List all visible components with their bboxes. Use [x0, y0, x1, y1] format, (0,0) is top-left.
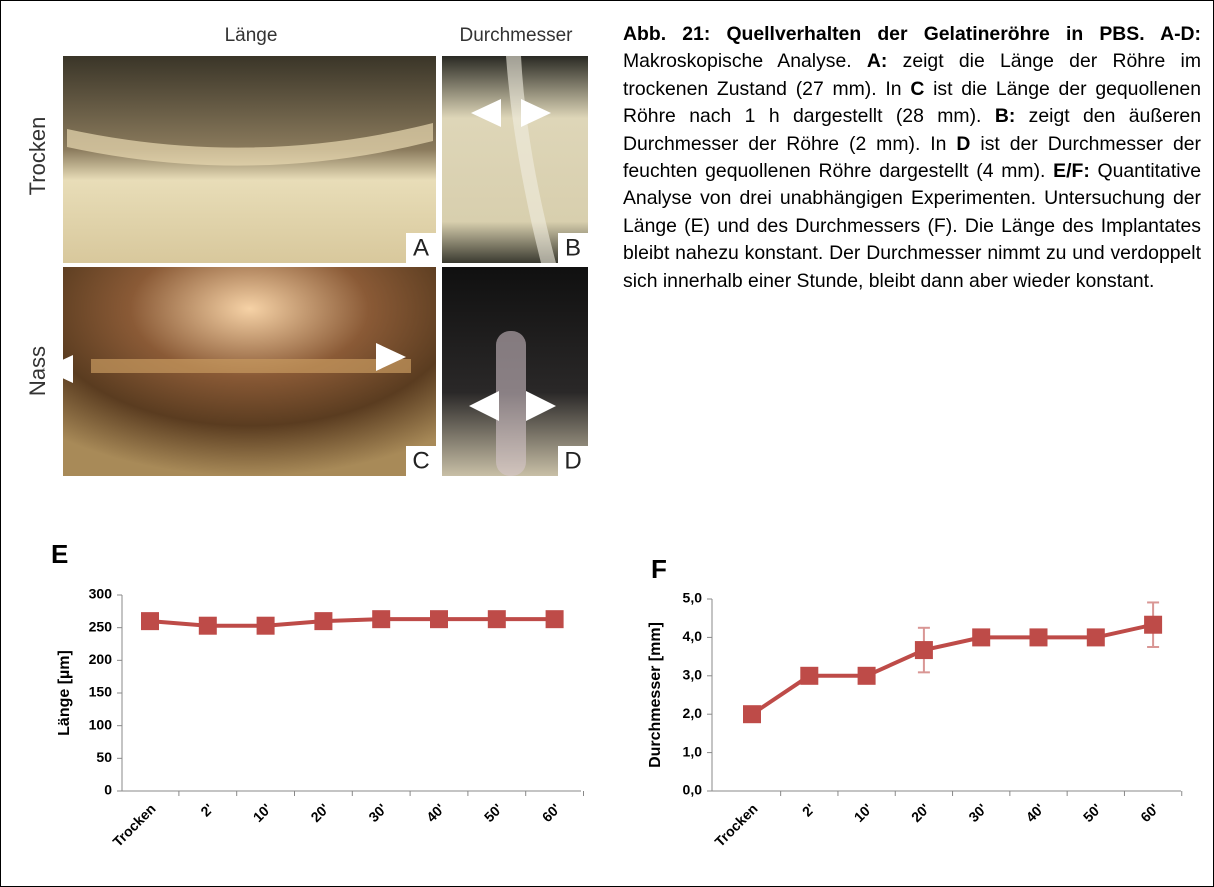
- marker: [141, 612, 159, 630]
- caption-run: D: [956, 133, 970, 155]
- marker: [199, 617, 217, 635]
- y-tick-label: 50: [96, 749, 112, 765]
- x-tick-label: Trocken: [109, 800, 158, 849]
- y-tick-label: 150: [89, 684, 113, 700]
- x-tick-label: 50': [1080, 800, 1105, 825]
- y-tick-label: 2,0: [683, 705, 703, 721]
- row-label: Trocken: [25, 117, 50, 196]
- x-tick-label: 40': [423, 800, 448, 825]
- marker: [1030, 628, 1048, 646]
- column-header: Durchmesser: [460, 25, 574, 46]
- y-tick-label: 4,0: [683, 628, 703, 644]
- marker: [800, 667, 818, 685]
- caption-run: C: [910, 78, 924, 100]
- caption-run: Makroskopische Analyse.: [623, 50, 867, 72]
- y-tick-label: 300: [89, 586, 113, 602]
- x-tick-label: 30': [965, 800, 990, 825]
- marker: [430, 610, 448, 628]
- y-axis-label: Länge [µm]: [56, 650, 73, 736]
- tube: [91, 359, 411, 373]
- marker: [372, 610, 390, 628]
- x-tick-label: 2': [197, 800, 216, 819]
- marker: [915, 641, 933, 659]
- x-tick-label: 20': [908, 800, 933, 825]
- x-tick-label: 2': [799, 800, 818, 819]
- caption-run: A:: [867, 50, 887, 72]
- marker: [858, 667, 876, 685]
- x-tick-label: Trocken: [711, 800, 760, 849]
- column-header: Länge: [225, 25, 278, 46]
- x-tick-label: 30': [365, 800, 390, 825]
- y-tick-label: 100: [89, 716, 113, 732]
- y-tick-label: 0,0: [683, 782, 703, 798]
- x-tick-label: 50': [481, 800, 506, 825]
- y-tick-label: 3,0: [683, 667, 703, 683]
- x-tick-label: 60': [539, 800, 564, 825]
- marker: [1144, 616, 1162, 634]
- caption: Abb. 21: Quellverhalten der Gelatineröhr…: [623, 21, 1201, 295]
- y-axis-label: Durchmesser [mm]: [647, 622, 664, 768]
- panel-label: B: [565, 234, 581, 261]
- marker: [257, 617, 275, 635]
- x-tick-label: 10': [851, 800, 876, 825]
- x-tick-label: 40': [1023, 800, 1048, 825]
- marker: [743, 705, 761, 723]
- marker: [1087, 628, 1105, 646]
- x-tick-label: 20': [307, 800, 332, 825]
- y-tick-label: 0: [104, 782, 112, 798]
- y-tick-label: 5,0: [683, 590, 703, 606]
- panel-label: C: [412, 447, 429, 474]
- caption-run: Abb. 21: Quellverhalten der Gelatineröhr…: [623, 23, 1201, 45]
- y-tick-label: 1,0: [683, 743, 703, 759]
- y-tick-label: 250: [89, 618, 113, 634]
- caption-run: E/F:: [1053, 160, 1090, 182]
- marker: [314, 612, 332, 630]
- row-label: Nass: [25, 346, 50, 396]
- caption-run: B:: [995, 105, 1015, 127]
- marker: [488, 610, 506, 628]
- page: Länge Durchmesser Trocken Nass A B C D E…: [0, 0, 1214, 887]
- tube: [496, 331, 526, 476]
- x-tick-label: 10': [250, 800, 275, 825]
- y-tick-label: 200: [89, 651, 113, 667]
- marker: [546, 610, 564, 628]
- panel-label: A: [413, 234, 429, 261]
- marker: [972, 628, 990, 646]
- chart-title: E: [51, 539, 68, 569]
- chart-title: F: [651, 554, 667, 584]
- x-tick-label: 60': [1137, 800, 1162, 825]
- panel-label: D: [564, 447, 581, 474]
